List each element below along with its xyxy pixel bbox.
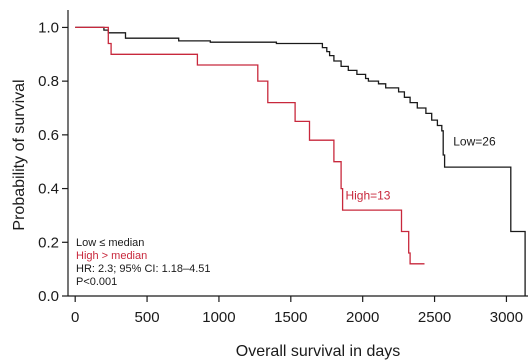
survival-curve-high <box>75 26 425 265</box>
curve-label-low: Low=26 <box>453 135 496 149</box>
legend-line: High > median <box>76 250 147 262</box>
legend-line: HR: 2.3; 95% CI: 1.18–4.51 <box>76 263 211 275</box>
x-axis-title: Overall survival in days <box>236 343 401 360</box>
x-tick-label: 2000 <box>346 309 379 326</box>
curve-label-high: High=13 <box>345 188 390 202</box>
plot-area: 0.0 0.2 0.4 0.6 0.8 1.0 0 500 1000 1500 2000 2500 30… <box>11 10 528 360</box>
y-tick-label: 0.4 <box>38 181 59 198</box>
x-tick-label: 1500 <box>274 309 307 326</box>
y-tick-label: 0.0 <box>38 288 59 305</box>
x-tick-label: 2500 <box>418 309 451 326</box>
x-tick-label: 0 <box>71 309 79 326</box>
survival-curve-low <box>75 26 526 296</box>
x-tick-label: 500 <box>135 309 160 326</box>
x-tick-label: 1000 <box>202 309 235 326</box>
x-tick-label: 3000 <box>490 309 523 326</box>
y-tick-label: 0.8 <box>38 73 59 90</box>
y-tick-label: 1.0 <box>38 19 59 36</box>
y-axis-title: Probability of survival <box>11 79 28 230</box>
legend-line: P<0.001 <box>76 276 117 288</box>
y-tick-label: 0.6 <box>38 127 59 144</box>
y-tick-label: 0.2 <box>38 234 59 251</box>
legend-line: Low ≤ median <box>76 237 144 249</box>
